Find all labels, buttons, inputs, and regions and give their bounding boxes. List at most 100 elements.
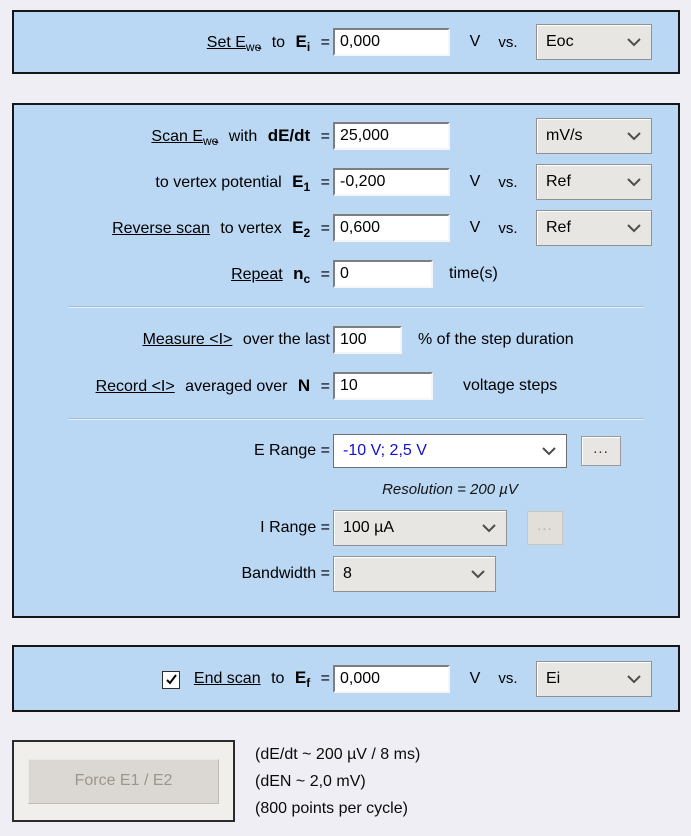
e2-value-input[interactable] xyxy=(333,214,450,242)
e1-vs-select[interactable]: Ref xyxy=(536,164,652,200)
vertex1-text: to vertex potential xyxy=(155,174,282,191)
erange-select[interactable]: -10 V; 2,5 V xyxy=(333,434,567,468)
force-e1-e2-panel: Force E1 / E2 xyxy=(12,740,235,822)
ei-unit-text: V xyxy=(469,33,481,50)
record-steps-input[interactable] xyxy=(333,372,433,400)
separator xyxy=(68,306,644,308)
e1-symbol: E1 xyxy=(292,172,311,194)
bandwidth-select[interactable]: 8 xyxy=(333,556,496,592)
ef-value-input[interactable] xyxy=(333,664,450,693)
chevron-down-icon xyxy=(482,524,496,533)
vertex1-equals: = xyxy=(320,174,330,191)
end-scan-checkbox[interactable] xyxy=(162,670,181,689)
record-row: Record <I> averaged over N = voltage ste… xyxy=(14,363,678,409)
erange-selected-value: -10 V; 2,5 V xyxy=(343,442,427,459)
chevron-down-icon xyxy=(542,447,556,456)
scan-rate-input[interactable] xyxy=(333,122,450,150)
ei-symbol: Ei xyxy=(295,32,311,54)
n-symbol: N xyxy=(297,376,311,395)
chevron-down-icon xyxy=(471,570,485,579)
repeat-count-input[interactable] xyxy=(333,260,433,288)
ei-vs-selected-value: Eoc xyxy=(546,33,574,50)
irange-selected-value: 100 µA xyxy=(343,519,395,536)
ef-unit-text: V xyxy=(469,669,481,687)
set-ewe-link[interactable]: Set Ewe xyxy=(206,34,262,54)
e1-unit-text: V xyxy=(469,173,481,190)
e2-vs-selected-value: Ref xyxy=(546,219,571,236)
end-to-text: to xyxy=(271,670,285,688)
bandwidth-label: Bandwidth = xyxy=(241,565,330,582)
set-ewe-row: Set Ewe to Ei = V vs. Eoc xyxy=(14,19,652,65)
record-label: Record <I> averaged over N = xyxy=(14,376,330,396)
end-scan-groupbox: End scan to Ef = V vs. Ei xyxy=(12,645,680,712)
scan-with-text: with xyxy=(228,128,258,145)
e1-vs-selected-value: Ref xyxy=(546,173,571,190)
record-text: averaged over xyxy=(185,378,288,395)
ef-vs-select[interactable]: Ei xyxy=(536,660,652,697)
measure-suffix-text: % of the step duration xyxy=(418,331,574,348)
record-equals: = xyxy=(320,378,330,395)
scan-rate-label: Scan Ewe with dE/dt = xyxy=(14,126,330,148)
e1-vs-text: vs. xyxy=(498,173,518,191)
chevron-down-icon xyxy=(627,224,641,233)
repeat-link[interactable]: Repeat xyxy=(231,266,283,283)
end-scan-label: End scan to Ef = xyxy=(14,668,330,689)
chevron-down-icon xyxy=(627,132,641,141)
end-scan-link[interactable]: End scan xyxy=(193,670,261,688)
scan-rate-unit-select[interactable]: mV/s xyxy=(536,118,652,154)
erange-more-button[interactable]: ... xyxy=(581,436,621,466)
vertex2-text: to vertex xyxy=(220,220,282,237)
chevron-down-icon xyxy=(627,178,641,187)
record-link[interactable]: Record <I> xyxy=(95,378,175,395)
vertex2-label: Reverse scan to vertex E2 = xyxy=(14,218,330,240)
ef-vs-text: vs. xyxy=(498,670,518,687)
note-den: (dEN ~ 2,0 mV) xyxy=(255,773,366,790)
scan-rate-unit-value: mV/s xyxy=(546,127,583,144)
chevron-down-icon xyxy=(627,674,641,683)
resolution-text: Resolution = 200 µV xyxy=(382,480,518,498)
end-equals: = xyxy=(320,670,330,688)
nc-symbol: nc xyxy=(293,264,311,286)
reverse-scan-link[interactable]: Reverse scan xyxy=(112,220,210,237)
erange-row: E Range = -10 V; 2,5 V ... xyxy=(14,429,678,473)
e1-value-input[interactable] xyxy=(333,168,450,196)
footer-section: Force E1 / E2 (dE/dt ~ 200 µV / 8 ms) (d… xyxy=(12,740,680,822)
vertex1-row: to vertex potential E1 = V vs. Ref xyxy=(14,159,678,205)
scan-ewe-link[interactable]: Scan Ewe xyxy=(151,128,219,148)
irange-select[interactable]: 100 µA xyxy=(333,510,507,546)
repeat-suffix-text: time(s) xyxy=(449,265,498,282)
set-equals: = xyxy=(320,34,330,51)
ef-vs-selected-value: Ei xyxy=(546,669,561,687)
vertex2-equals: = xyxy=(320,220,330,237)
irange-label: I Range = xyxy=(260,519,330,536)
note-dedt: (dE/dt ~ 200 µV / 8 ms) xyxy=(255,746,421,763)
scan-groupbox: Scan Ewe with dE/dt = mV/s to vertex pot… xyxy=(12,103,680,618)
ei-vs-text: vs. xyxy=(498,33,518,51)
ei-vs-select[interactable]: Eoc xyxy=(536,24,652,60)
bandwidth-row: Bandwidth = 8 xyxy=(14,551,678,597)
measure-text: over the last xyxy=(242,331,330,348)
measure-label: Measure <I> over the last xyxy=(14,331,330,349)
set-ewe-groupbox: Set Ewe to Ei = V vs. Eoc xyxy=(12,10,680,74)
record-suffix-text: voltage steps xyxy=(463,377,558,394)
bandwidth-selected-value: 8 xyxy=(343,565,352,582)
separator xyxy=(68,418,644,420)
irange-more-button: ... xyxy=(527,511,563,545)
ei-value-input[interactable] xyxy=(333,28,450,56)
measure-percent-input[interactable] xyxy=(333,326,402,354)
chevron-down-icon xyxy=(627,38,641,47)
e2-symbol: E2 xyxy=(292,218,311,240)
set-to-text: to xyxy=(271,34,286,51)
e2-unit-text: V xyxy=(469,219,481,236)
e2-vs-text: vs. xyxy=(498,219,518,237)
measure-link[interactable]: Measure <I> xyxy=(142,331,233,348)
repeat-equals: = xyxy=(320,266,330,283)
set-ewe-label: Set Ewe to Ei = xyxy=(14,32,330,54)
end-scan-row: End scan to Ef = V vs. Ei xyxy=(14,656,652,702)
resolution-row: Resolution = 200 µV xyxy=(14,473,678,505)
repeat-label: Repeat nc = xyxy=(14,264,330,286)
e2-vs-select[interactable]: Ref xyxy=(536,210,652,246)
repeat-row: Repeat nc = time(s) xyxy=(14,251,678,297)
checkmark-icon xyxy=(166,674,177,685)
